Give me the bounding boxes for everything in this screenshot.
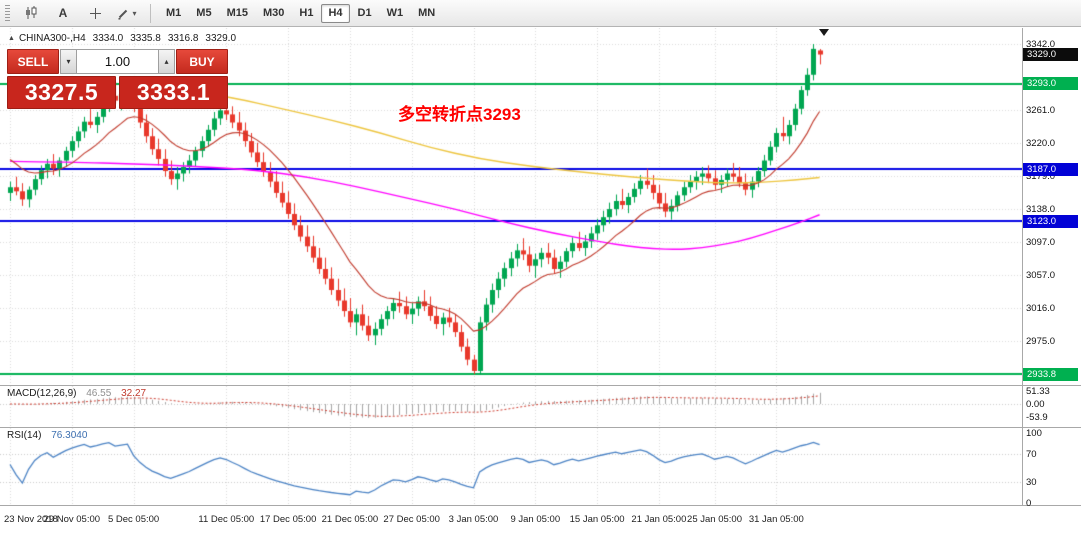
rsi-axis-label: 30	[1026, 477, 1037, 488]
time-axis-label: 23 Nov 2018	[4, 514, 58, 525]
one-click-trading-toggle[interactable]: ▲	[8, 35, 15, 42]
timeframe-group: M1 M5 M15 M30 H1 H4 D1 W1 MN	[159, 3, 442, 23]
crosshair-button[interactable]	[80, 2, 110, 25]
time-axis-label: 21 Jan 05:00	[631, 514, 687, 525]
macd-title: MACD(12,26,9) 46.55 32.27	[7, 388, 146, 399]
price-tag: 3187.0	[1023, 162, 1078, 176]
volume-increase-button[interactable]: ▴	[158, 49, 175, 74]
symbol-ohlc-header: ▲ CHINA300-,H4 3334.0 3335.8 3316.8 3329…	[8, 33, 236, 44]
price-axis-label: 3138.0	[1026, 204, 1056, 216]
timeframe-button-w1[interactable]: W1	[380, 4, 411, 23]
chevron-up-icon: ▴	[164, 57, 169, 66]
rsi-axis-label: 100	[1026, 428, 1042, 439]
price-axis-label: 2975.0	[1026, 336, 1056, 347]
bid-price: 3327.5	[7, 76, 116, 109]
timeframe-button-h4[interactable]: H4	[321, 3, 350, 23]
rsi-label: RSI(14)	[7, 430, 42, 441]
macd-axis[interactable]: 51.33 0.00 -53.9	[1022, 386, 1081, 427]
timeframe-button-m1[interactable]: M1	[159, 4, 188, 23]
close-value: 3329.0	[205, 33, 237, 44]
time-axis-label: 29 Nov 05:00	[43, 514, 101, 525]
volume-control: ▾ 1.00 ▴	[60, 49, 175, 74]
time-axis-label: 9 Jan 05:00	[510, 514, 561, 525]
trend-annotation: 多空转折点3293	[398, 105, 521, 124]
open-value: 3334.0	[92, 33, 124, 44]
text-tool-label: A	[58, 6, 68, 20]
price-tag: 2933.8	[1023, 367, 1078, 381]
macd-canvas[interactable]	[0, 386, 1022, 427]
rsi-axis-label: 0	[1026, 498, 1032, 509]
chevron-down-icon: ▾	[66, 57, 71, 66]
price-axis-label: 3016.0	[1026, 302, 1056, 314]
panel-separator[interactable]	[0, 427, 1081, 428]
toolbar-separator	[150, 3, 151, 23]
macd-axis-label: 0.00	[1026, 399, 1045, 410]
timeframe-button-m15[interactable]: M15	[220, 4, 255, 23]
price-axis-label: 3179.0	[1026, 170, 1056, 182]
candlestick-chart-icon	[24, 6, 38, 20]
price-tag: 3329.0	[1023, 48, 1078, 62]
price-tag: 3123.0	[1023, 214, 1078, 228]
text-annotation-button[interactable]: A	[48, 2, 78, 25]
chart-shift-marker[interactable]	[819, 29, 829, 36]
rsi-value: 76.3040	[51, 430, 88, 441]
volume-decrease-button[interactable]: ▾	[60, 49, 77, 74]
symbol-period-label: CHINA300-,H4	[18, 33, 86, 44]
price-axis-separator	[1022, 28, 1023, 505]
time-axis-label: 17 Dec 05:00	[259, 514, 317, 525]
timeframe-button-h1[interactable]: H1	[292, 4, 320, 23]
panel-separator[interactable]	[0, 385, 1081, 386]
trade-panel-controls: SELL ▾ 1.00 ▴ BUY	[7, 49, 228, 74]
macd-main-value: 46.55	[86, 388, 112, 399]
price-axis[interactable]: 3342.0 3261.0 3220.0 3179.0 3138.0 3097.0 3057…	[1022, 28, 1081, 385]
macd-axis-label: -53.9	[1026, 412, 1048, 424]
pencil-icon	[117, 7, 130, 20]
macd-label: MACD(12,26,9)	[7, 388, 77, 399]
time-axis-label: 5 Dec 05:00	[107, 514, 160, 525]
price-tag: 3293.0	[1023, 77, 1078, 91]
price-axis-label: 3261.0	[1026, 104, 1056, 116]
price-axis-label: 3220.0	[1026, 137, 1056, 149]
trade-panel-quotes: 3327.5 3333.1	[7, 76, 228, 109]
low-value: 3316.8	[167, 33, 199, 44]
buy-button[interactable]: BUY	[176, 49, 228, 74]
top-toolbar: A ▾ M1 M5 M15 M30 H1 H4 D1 W1 MN	[0, 0, 1081, 27]
time-axis-label: 11 Dec 05:00	[198, 514, 255, 525]
time-axis[interactable]: 23 Nov 2018 29 Nov 05:00 5 Dec 05:00 11 Dec…	[0, 506, 1081, 532]
price-axis-label: 3342.0	[1026, 39, 1056, 50]
rsi-axis[interactable]: 100 70 30 0	[1022, 428, 1081, 509]
macd-signal-value: 32.27	[121, 388, 147, 399]
rsi-axis-label: 70	[1026, 449, 1037, 460]
chevron-down-icon: ▾	[132, 8, 137, 18]
timeframe-button-mn[interactable]: MN	[411, 4, 442, 23]
panel-separator[interactable]	[0, 505, 1081, 506]
timeframe-button-m30[interactable]: M30	[256, 4, 291, 23]
rsi-title: RSI(14) 76.3040	[7, 430, 87, 441]
time-axis-label: 3 Jan 05:00	[448, 514, 499, 525]
ask-price: 3333.1	[119, 76, 228, 109]
macd-axis-label: 51.33	[1026, 386, 1050, 398]
price-axis-label: 3097.0	[1026, 237, 1056, 249]
time-axis-label: 25 Jan 05:00	[687, 514, 742, 525]
price-axis-label: 3057.0	[1026, 269, 1056, 281]
toolbar-drag-grip[interactable]	[5, 5, 10, 21]
one-click-trading-panel: SELL ▾ 1.00 ▴ BUY 3327.5 3333.1	[7, 49, 228, 109]
time-axis-label: 21 Dec 05:00	[321, 514, 379, 525]
volume-input[interactable]: 1.00	[77, 49, 158, 74]
high-value: 3335.8	[130, 33, 161, 44]
timeframe-button-d1[interactable]: D1	[351, 4, 379, 23]
time-axis-label: 31 Jan 05:00	[748, 514, 804, 525]
timeframe-button-m5[interactable]: M5	[189, 4, 218, 23]
time-axis-label: 27 Dec 05:00	[383, 514, 440, 525]
draw-tools-button[interactable]: ▾	[112, 2, 142, 25]
rsi-canvas[interactable]	[0, 428, 1022, 505]
time-axis-label: 15 Jan 05:00	[569, 514, 625, 525]
crosshair-icon	[89, 7, 102, 20]
chart-type-button[interactable]	[16, 2, 46, 25]
sell-button[interactable]: SELL	[7, 49, 59, 74]
